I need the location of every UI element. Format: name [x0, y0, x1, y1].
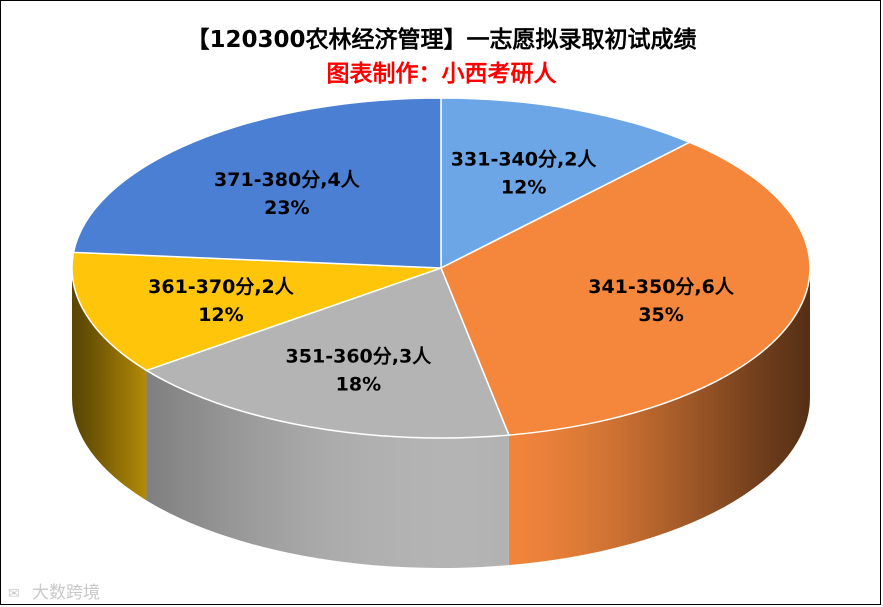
- pie-tops: [71, 97, 811, 439]
- slice-percent: 23%: [264, 197, 309, 219]
- slice-percent: 12%: [501, 177, 546, 199]
- slice-label: 331-340分,2人: [451, 149, 598, 171]
- pie-side-361-370分: [72, 268, 147, 501]
- chart-subtitle: 图表制作：小西考研人: [326, 61, 557, 87]
- pie-sides: [72, 268, 810, 568]
- pie-slice-361-370分: [71, 251, 442, 372]
- pie-labels: 331-340分,2人 12% 341-350分,6人 35% 351-360分,3人 1…: [148, 149, 735, 396]
- watermark-logo-icon: ✉: [8, 586, 20, 602]
- pie-slice-371-380分: [72, 97, 442, 269]
- watermark: ✉ 大数跨境: [8, 578, 100, 603]
- slice-label: 341-350分,6人: [588, 276, 735, 298]
- slice-percent: 35%: [638, 304, 683, 326]
- pie-slice-331-340分: [440, 97, 692, 270]
- slice-percent: 18%: [336, 373, 381, 395]
- slice-label: 351-360分,3人: [286, 345, 433, 367]
- pie-side-351-360分: [146, 370, 509, 568]
- slice-percent: 12%: [198, 304, 243, 326]
- pie-slice-351-360分: [144, 267, 510, 439]
- slice-label: 371-380分,4人: [214, 169, 361, 191]
- pie-slice-341-350分: [440, 141, 811, 436]
- slice-label: 361-370分,2人: [148, 276, 295, 298]
- pie-side-341-350分: [508, 268, 810, 566]
- watermark-text: 大数跨境: [32, 583, 100, 603]
- chart-title: 【120300农林经济管理】一志愿拟录取初试成绩: [186, 27, 697, 53]
